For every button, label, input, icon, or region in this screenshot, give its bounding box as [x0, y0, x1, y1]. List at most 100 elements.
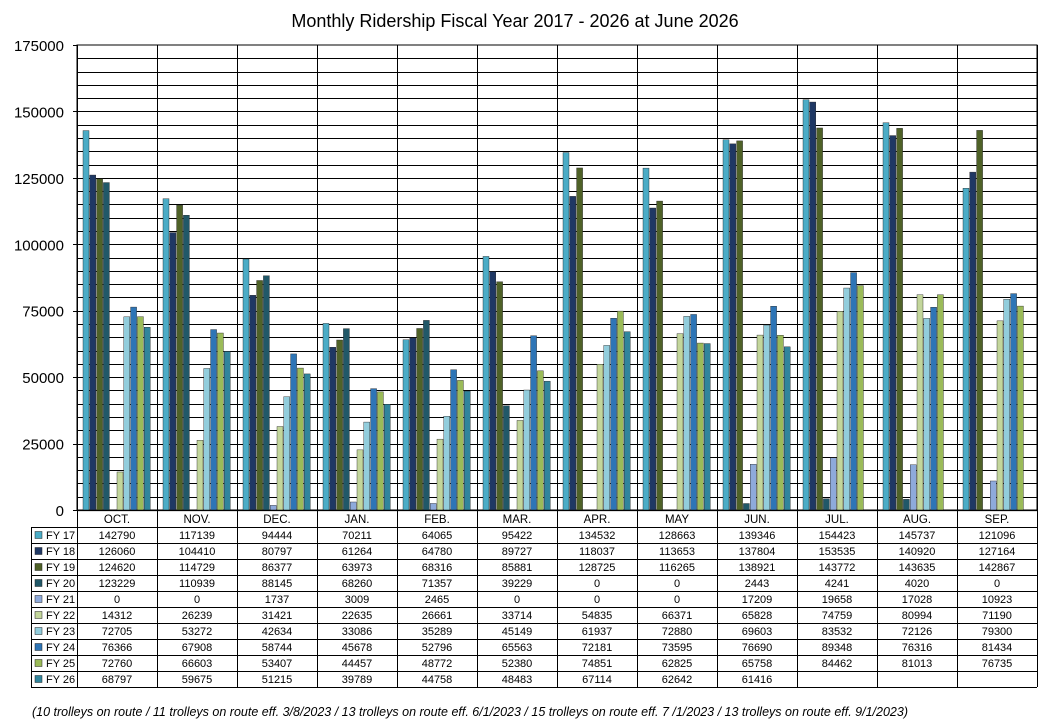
data-label: 72880: [662, 626, 693, 638]
bar: [143, 327, 151, 511]
data-label: 121096: [979, 530, 1016, 542]
legend-label: FY 26: [46, 674, 75, 686]
bar: [830, 457, 837, 511]
bar: [89, 174, 97, 511]
data-label: 88145: [262, 578, 293, 590]
x-tick-label: JUN.: [744, 514, 770, 526]
data-label: 81013: [902, 658, 933, 670]
data-label: 33086: [342, 626, 373, 638]
legend-label: FY 18: [46, 546, 75, 558]
bar: [777, 335, 784, 511]
bar: [256, 280, 263, 511]
x-tick-label: OCT.: [104, 514, 130, 526]
bar: [489, 271, 496, 511]
bar: [823, 498, 830, 511]
data-label: 53407: [262, 658, 293, 670]
data-label: 42634: [262, 626, 293, 638]
x-tick-label: MAY: [665, 514, 689, 526]
bar: [743, 503, 750, 511]
bar: [610, 318, 617, 511]
bar: [576, 167, 583, 511]
bar: [642, 167, 650, 511]
data-label: 33714: [502, 610, 533, 622]
bar: [516, 420, 524, 511]
data-label: 58744: [262, 642, 293, 654]
bar: [569, 196, 576, 511]
data-label: 95422: [502, 530, 533, 542]
data-label: 35289: [422, 626, 453, 638]
data-label: 66371: [662, 610, 693, 622]
bar: [722, 139, 730, 511]
bar: [976, 130, 983, 511]
data-label: 0: [594, 578, 600, 590]
data-label: 89727: [502, 546, 533, 558]
bar: [297, 367, 304, 511]
data-label: 44758: [422, 674, 453, 686]
data-label: 61937: [582, 626, 613, 638]
data-label: 134532: [579, 530, 616, 542]
bar: [384, 404, 391, 511]
bar: [1010, 293, 1017, 511]
bar: [103, 182, 110, 511]
legend-swatch: [34, 531, 43, 539]
y-tick-label: 125000: [14, 171, 64, 188]
legend-swatch: [34, 579, 43, 587]
data-label: 54835: [582, 610, 613, 622]
data-label: 153535: [819, 546, 856, 558]
data-label: 26239: [182, 610, 213, 622]
data-label: 74759: [822, 610, 853, 622]
bar: [363, 421, 370, 511]
data-label: 137804: [739, 546, 776, 558]
data-label: 0: [674, 578, 680, 590]
bar: [763, 324, 770, 511]
data-label: 72760: [102, 658, 133, 670]
legend-swatch: [34, 643, 43, 651]
data-label: 64780: [422, 546, 453, 558]
data-label: 138921: [739, 562, 776, 574]
bar: [697, 342, 704, 511]
bar: [1003, 299, 1010, 511]
data-label: 2443: [745, 578, 769, 590]
bar: [537, 370, 544, 511]
data-label: 67114: [582, 674, 612, 686]
bar: [990, 480, 997, 511]
bar: [283, 396, 290, 511]
y-tick-label: 25000: [22, 437, 64, 454]
data-label: 70211: [342, 530, 372, 542]
data-label: 0: [994, 578, 1000, 590]
bar: [464, 390, 471, 511]
y-tick-label: 75000: [22, 304, 64, 321]
bar: [329, 347, 336, 511]
bar: [996, 320, 1004, 511]
bar: [756, 334, 764, 511]
data-label: 26661: [422, 610, 453, 622]
data-label: 39789: [342, 674, 373, 686]
data-label: 65828: [742, 610, 773, 622]
data-label: 4241: [825, 578, 849, 590]
data-label: 80797: [262, 546, 293, 558]
data-label: 14312: [102, 610, 133, 622]
data-label: 68260: [342, 578, 373, 590]
x-tick-label: AUG.: [903, 514, 931, 526]
data-label: 67908: [182, 642, 213, 654]
bar: [690, 314, 697, 511]
data-label: 69603: [742, 626, 773, 638]
bar: [176, 204, 183, 511]
bar: [770, 306, 777, 511]
data-label: 68316: [422, 562, 453, 574]
bar: [377, 391, 384, 511]
bar: [624, 331, 631, 511]
data-label: 139346: [739, 530, 776, 542]
data-label: 74851: [582, 658, 613, 670]
bar: [562, 152, 570, 511]
data-label: 143635: [899, 562, 936, 574]
bar: [784, 346, 791, 511]
bar: [896, 128, 903, 511]
data-label: 0: [114, 594, 120, 606]
data-label: 51215: [262, 674, 293, 686]
data-label: 123229: [99, 578, 136, 590]
bar: [82, 130, 90, 511]
data-label: 45149: [502, 626, 533, 638]
bar: [436, 438, 444, 511]
